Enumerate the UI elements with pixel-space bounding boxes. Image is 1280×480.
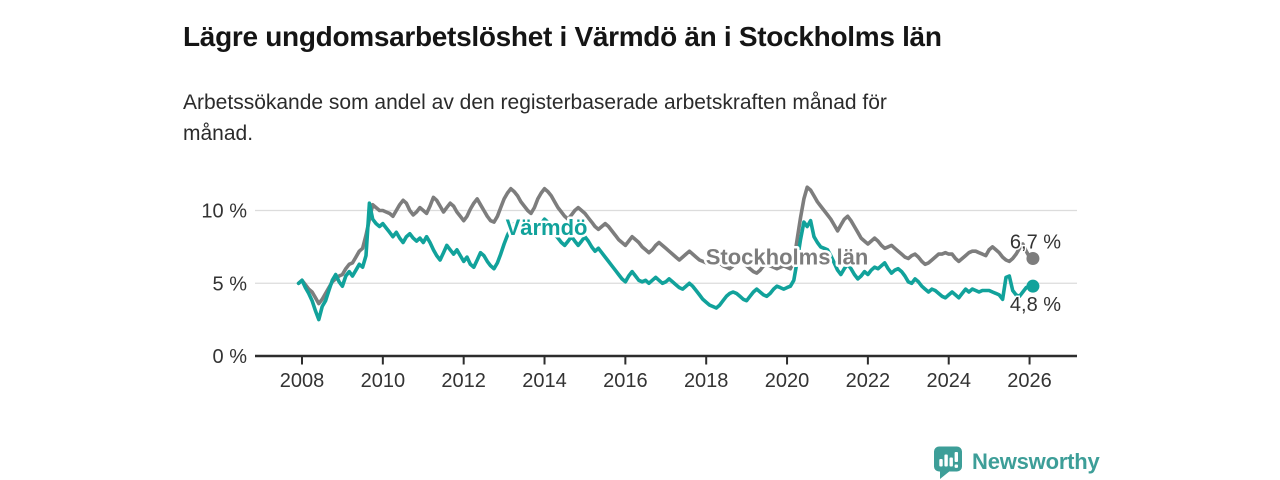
x-axis-labels: 2008 2010 2012 2014 2016 2018 2020 2022 2024 2026 bbox=[280, 370, 1052, 392]
x-tick-label: 2022 bbox=[846, 370, 891, 392]
y-axis-labels: 0 % 5 % 10 % bbox=[201, 201, 247, 369]
x-tick-label: 2024 bbox=[926, 370, 971, 392]
subtitle-line-2: månad. bbox=[183, 122, 254, 146]
newsworthy-wordmark: Newsworthy bbox=[972, 449, 1100, 474]
x-tick-label: 2010 bbox=[361, 370, 406, 392]
y-tick-label: 5 % bbox=[213, 273, 248, 295]
newsworthy-logo-icon bbox=[934, 446, 962, 479]
series-label-v-rmd-: Värmdö bbox=[506, 215, 588, 240]
x-tick-label: 2016 bbox=[603, 370, 648, 392]
x-tick-label: 2014 bbox=[522, 370, 567, 392]
series-line-stockholms-l-n bbox=[296, 185, 1035, 306]
newsworthy-branding: Newsworthy bbox=[933, 444, 1100, 480]
series-lines bbox=[296, 185, 1040, 322]
y-tick-label: 0 % bbox=[213, 346, 248, 368]
page-title: Lägre ungdomsarbetslöshet i Värmdö än i … bbox=[183, 20, 942, 52]
value-label-stockholms-l-n: 6,7 % bbox=[1010, 232, 1061, 254]
x-axis bbox=[255, 354, 1077, 365]
subtitle-line-1: Arbetssökande som andel av den registerb… bbox=[183, 91, 887, 114]
x-tick-label: 2026 bbox=[1007, 370, 1052, 392]
series-labels: 6,7 % 4,8 % Värmdö Stockholms län bbox=[503, 213, 1063, 318]
value-label-v-rmd-: 4,8 % bbox=[1010, 294, 1061, 316]
x-tick-label: 2020 bbox=[765, 370, 810, 392]
y-tick-label: 10 % bbox=[201, 201, 247, 223]
chart-subtitle: Arbetssökande som andel av den registerb… bbox=[183, 87, 1083, 149]
end-dot-v-rmd- bbox=[1026, 279, 1040, 293]
series-label-stockholms-l-n: Stockholms län bbox=[706, 244, 869, 269]
x-tick-label: 2018 bbox=[684, 370, 729, 392]
x-tick-label: 2012 bbox=[441, 370, 486, 392]
end-dot-stockholms-l-n bbox=[1026, 252, 1040, 266]
x-tick-label: 2008 bbox=[280, 370, 325, 392]
series-line-v-rmd- bbox=[296, 201, 1035, 322]
